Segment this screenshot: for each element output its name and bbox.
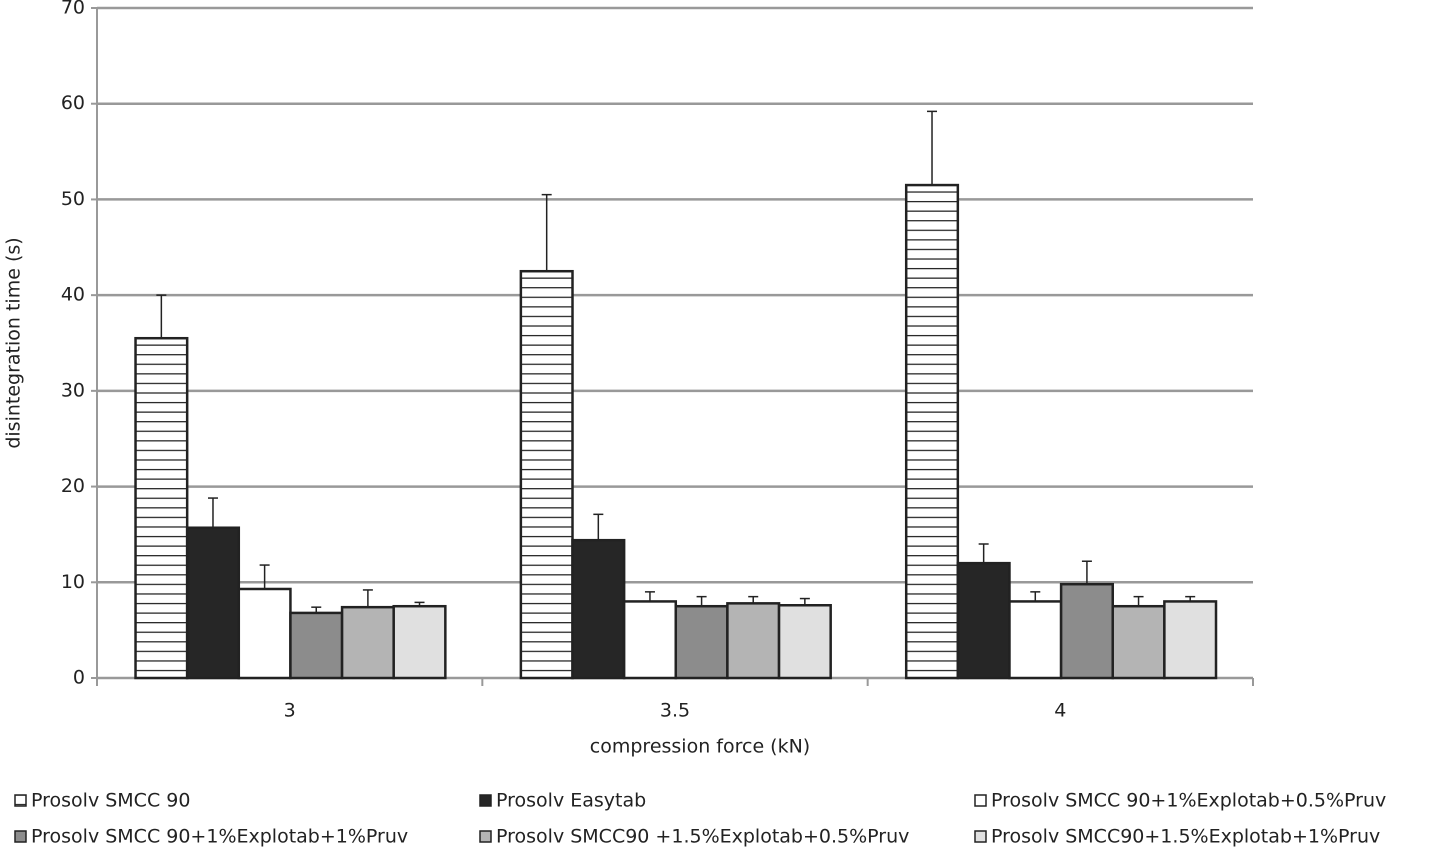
x-tick-label: 3.5 <box>660 700 690 722</box>
bar <box>622 600 678 680</box>
bar <box>1059 582 1114 680</box>
bar <box>1008 600 1063 680</box>
bar <box>904 183 960 680</box>
legend-label: Prosolv SMCC 90 <box>31 790 190 812</box>
y-tick-label: 50 <box>61 188 85 210</box>
bar <box>519 269 574 680</box>
bar <box>956 561 1011 680</box>
y-tick-label: 70 <box>61 0 85 19</box>
y-tick-label: 20 <box>61 475 85 497</box>
bar <box>777 604 832 680</box>
legend-swatch <box>479 830 492 843</box>
bar <box>185 526 241 680</box>
bar <box>289 611 344 680</box>
legend-swatch <box>974 830 987 843</box>
bar <box>237 587 292 680</box>
x-axis-label: compression force (kN) <box>590 736 810 758</box>
legend-label: Prosolv SMCC90+1.5%Explotab+1%Pruv <box>991 826 1380 848</box>
legend-swatch <box>479 794 492 807</box>
bar <box>571 538 626 680</box>
bar <box>340 605 395 680</box>
bar <box>1163 600 1218 680</box>
legend-swatch <box>14 830 27 843</box>
legend-swatch <box>14 794 27 807</box>
bar <box>726 602 781 680</box>
bar <box>134 336 189 680</box>
x-tick-label: 4 <box>1054 700 1066 722</box>
legend-swatch <box>974 794 987 807</box>
legend-label: Prosolv SMCC 90+1%Explotab+0.5%Pruv <box>991 790 1386 812</box>
bar <box>392 604 447 680</box>
legend-label: Prosolv SMCC 90+1%Explotab+1%Pruv <box>31 826 408 848</box>
legend-label: Prosolv Easytab <box>496 790 646 812</box>
y-axis-label: disintegration time (s) <box>3 237 25 448</box>
y-tick-label: 40 <box>61 284 85 306</box>
x-tick-label: 3 <box>284 700 296 722</box>
y-tick-label: 0 <box>73 667 85 689</box>
y-tick-label: 60 <box>61 92 85 114</box>
y-tick-label: 10 <box>61 571 85 593</box>
y-tick-label: 30 <box>61 379 85 401</box>
bar <box>674 604 729 680</box>
legend-label: Prosolv SMCC90 +1.5%Explotab+0.5%Pruv <box>496 826 909 848</box>
bar <box>1111 604 1166 680</box>
